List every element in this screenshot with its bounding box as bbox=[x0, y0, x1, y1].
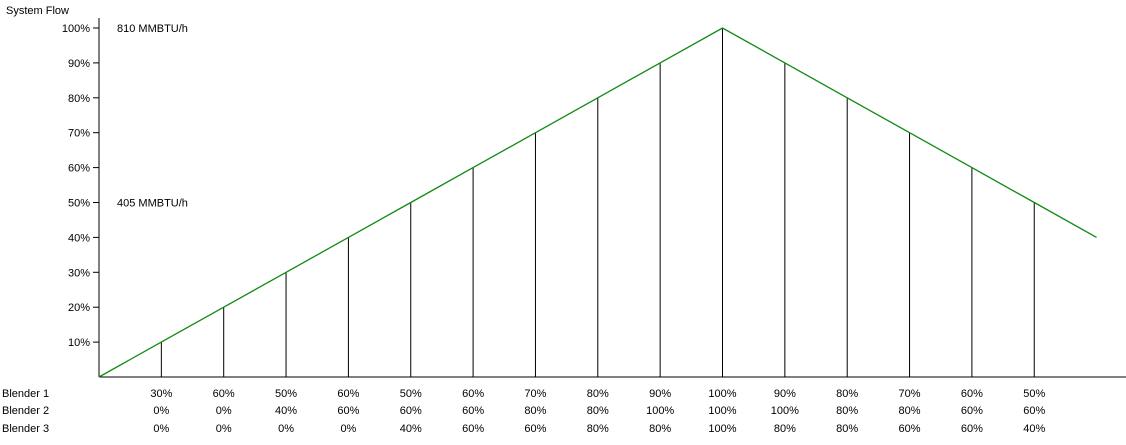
table-cell: 100% bbox=[708, 405, 736, 417]
y-tick-label: 80% bbox=[68, 93, 90, 105]
table-cell: 60% bbox=[1023, 405, 1045, 417]
table-cell: 60% bbox=[462, 405, 484, 417]
table-cell: 40% bbox=[1023, 423, 1045, 435]
table-cell: 0% bbox=[153, 423, 169, 435]
table-cell: 80% bbox=[587, 423, 609, 435]
table-cell: 60% bbox=[400, 405, 422, 417]
table-cell: 80% bbox=[836, 405, 858, 417]
table-cell: 60% bbox=[462, 388, 484, 400]
table-cell: 70% bbox=[524, 388, 546, 400]
y-tick-label: 60% bbox=[68, 163, 90, 175]
table-cell: 100% bbox=[646, 405, 674, 417]
annotations: 810 MMBTU/h 405 MMBTU/h bbox=[117, 23, 188, 210]
table-cell: 80% bbox=[649, 423, 671, 435]
table-cell: 80% bbox=[774, 423, 796, 435]
table-cell: 80% bbox=[899, 405, 921, 417]
table-cell: 80% bbox=[524, 405, 546, 417]
table-cell: 90% bbox=[774, 388, 796, 400]
table-cell: 0% bbox=[216, 405, 232, 417]
y-tick-label: 90% bbox=[68, 58, 90, 70]
table-cell: 90% bbox=[649, 388, 671, 400]
table-cell: 80% bbox=[836, 423, 858, 435]
blender-table: Blender 1 30% 60% 50% 60% 50% 60% 70% 80% 90% 100%… bbox=[2, 388, 1045, 435]
annotation: 810 MMBTU/h bbox=[117, 23, 188, 35]
drop-lines bbox=[160, 28, 1035, 377]
table-cell: 100% bbox=[708, 423, 736, 435]
y-tick-label: 70% bbox=[68, 128, 90, 140]
table-cell: 60% bbox=[961, 388, 983, 400]
row-label: Blender 2 bbox=[2, 405, 49, 417]
y-tick-label: 100% bbox=[62, 23, 90, 35]
table-cell: 50% bbox=[400, 388, 422, 400]
y-tick-label: 50% bbox=[68, 198, 90, 210]
table-cell: 40% bbox=[275, 405, 297, 417]
row-label: Blender 1 bbox=[2, 388, 49, 400]
table-cell: 80% bbox=[836, 388, 858, 400]
table-cell: 60% bbox=[213, 388, 235, 400]
table-cell: 30% bbox=[150, 388, 172, 400]
series-lines bbox=[98, 27, 1097, 378]
y-tick-label: 40% bbox=[68, 232, 90, 244]
table-cell: 100% bbox=[771, 405, 799, 417]
table-cell: 0% bbox=[153, 405, 169, 417]
annotation: 405 MMBTU/h bbox=[117, 198, 188, 210]
table-cell: 80% bbox=[587, 405, 609, 417]
table-cell: 70% bbox=[899, 388, 921, 400]
y-axis-label: System Flow bbox=[6, 5, 69, 17]
table-cell: 100% bbox=[708, 388, 736, 400]
table-cell: 0% bbox=[340, 423, 356, 435]
table-cell: 60% bbox=[462, 423, 484, 435]
y-tick-label: 20% bbox=[68, 302, 90, 314]
table-cell: 50% bbox=[1023, 388, 1045, 400]
series-line bbox=[98, 27, 1097, 378]
y-ticks: 10% 20% 30% 40% 50% 60% 70% 80% 90% 100% bbox=[62, 23, 99, 349]
table-cell: 40% bbox=[400, 423, 422, 435]
table-cell: 60% bbox=[899, 423, 921, 435]
table-cell: 60% bbox=[961, 405, 983, 417]
row-label: Blender 3 bbox=[2, 423, 49, 435]
table-cell: 50% bbox=[275, 388, 297, 400]
table-cell: 60% bbox=[337, 388, 359, 400]
table-cell: 60% bbox=[337, 405, 359, 417]
y-tick-label: 10% bbox=[68, 337, 90, 349]
table-cell: 0% bbox=[278, 423, 294, 435]
y-tick-label: 30% bbox=[68, 267, 90, 279]
table-cell: 0% bbox=[216, 423, 232, 435]
table-cell: 60% bbox=[524, 423, 546, 435]
table-cell: 80% bbox=[587, 388, 609, 400]
table-cell: 60% bbox=[961, 423, 983, 435]
